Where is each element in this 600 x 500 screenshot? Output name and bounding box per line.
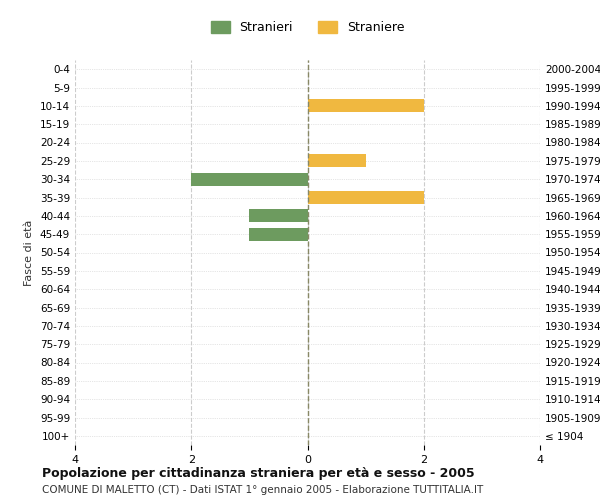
Bar	[250, 228, 308, 240]
Y-axis label: Fasce di età: Fasce di età	[25, 220, 34, 286]
Bar	[250, 210, 308, 222]
Bar	[308, 100, 424, 112]
Legend: Stranieri, Straniere: Stranieri, Straniere	[206, 16, 409, 39]
Bar	[308, 154, 365, 167]
Text: Popolazione per cittadinanza straniera per età e sesso - 2005: Popolazione per cittadinanza straniera p…	[42, 468, 475, 480]
Bar	[308, 191, 424, 204]
Bar	[191, 173, 308, 186]
Text: COMUNE DI MALETTO (CT) - Dati ISTAT 1° gennaio 2005 - Elaborazione TUTTITALIA.IT: COMUNE DI MALETTO (CT) - Dati ISTAT 1° g…	[42, 485, 483, 495]
